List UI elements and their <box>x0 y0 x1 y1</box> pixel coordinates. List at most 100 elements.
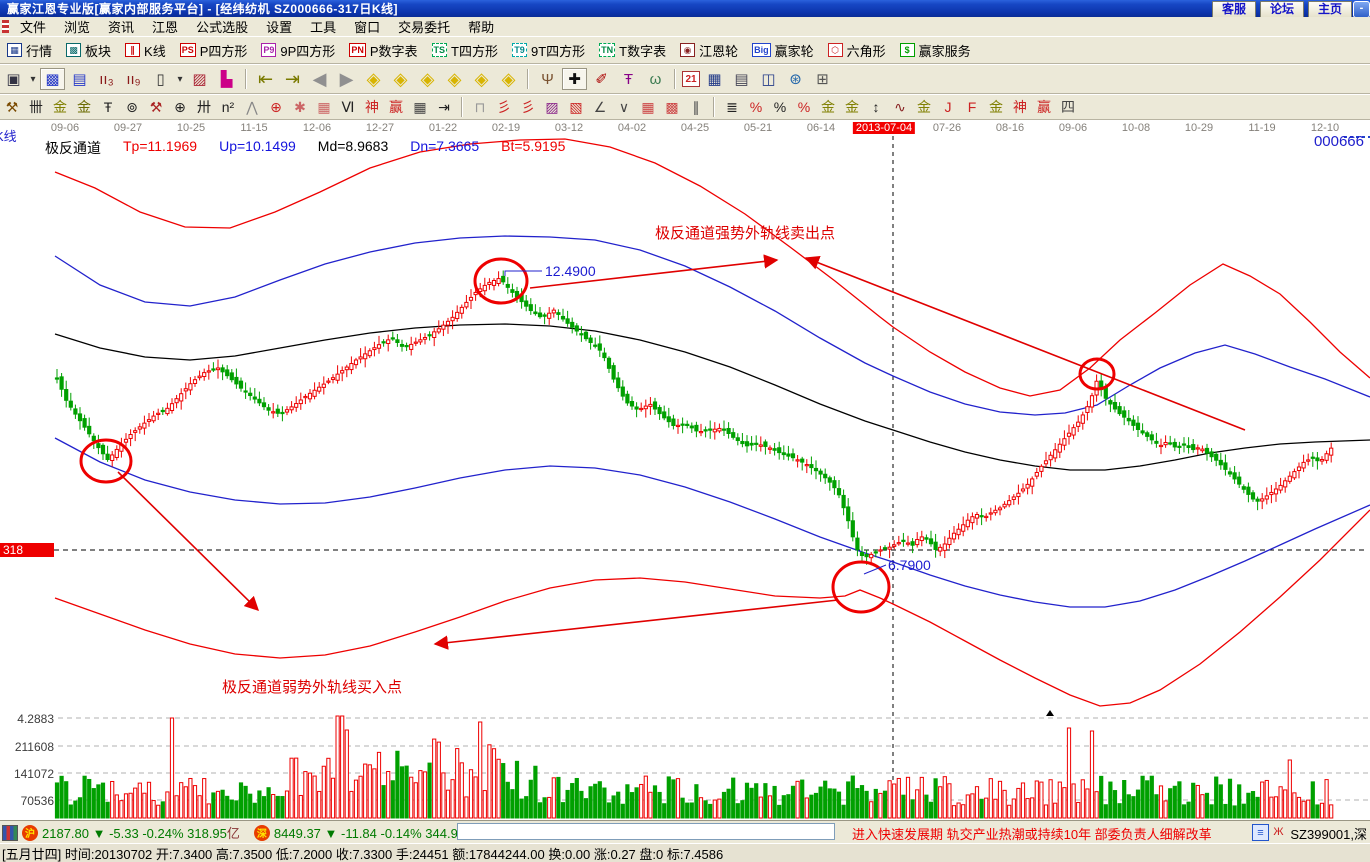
toolbar-icon[interactable]: ⊓ <box>469 97 491 117</box>
toolbar-icon[interactable]: ◫ <box>756 68 781 90</box>
toolbar-icon[interactable]: ▣ <box>1 68 26 90</box>
toolbar-icon[interactable]: ◈ <box>442 68 467 90</box>
toolbar-icon[interactable]: ∥ <box>685 97 707 117</box>
toolbar-icon[interactable]: ◈ <box>361 68 386 90</box>
toolbar-icon[interactable]: 神 <box>361 97 383 117</box>
toolbar-icon[interactable]: Ŧ <box>616 68 641 90</box>
toolbar-icon[interactable]: ↕ <box>865 97 887 117</box>
toolbar-icon[interactable]: 彡 <box>517 97 539 117</box>
toolbar-icon[interactable]: ▩ <box>40 68 65 90</box>
toolbar-icon[interactable]: ◈ <box>415 68 440 90</box>
toolbar-button[interactable]: ▦行情 <box>0 39 59 62</box>
minimize-button[interactable]: - <box>1353 1 1370 18</box>
menu-item[interactable]: 资讯 <box>99 16 143 37</box>
toolbar-icon[interactable]: ∨ <box>613 97 635 117</box>
menu-item[interactable]: 公式选股 <box>187 16 257 37</box>
news-ticker[interactable]: 进入快速发展期 轨交产业热潮或持续10年 部委负责人细解改革 <box>852 824 1260 843</box>
toolbar-icon[interactable]: ▨ <box>187 68 212 90</box>
toolbar-icon[interactable]: ▧ <box>565 97 587 117</box>
toolbar-icon[interactable]: 21 <box>682 71 700 87</box>
message-icon[interactable]: ≡ <box>1252 824 1269 841</box>
toolbar-icon[interactable]: ıı₃ <box>94 68 119 90</box>
toolbar-icon[interactable]: 金 <box>985 97 1007 117</box>
shanghai-index-quote[interactable]: 2187.80 ▼ -5.33 -0.24% 318.95亿 <box>42 823 240 842</box>
menu-item[interactable]: 窗口 <box>345 16 389 37</box>
menu-item[interactable]: 浏览 <box>55 16 99 37</box>
toolbar-icon[interactable]: 金 <box>49 97 71 117</box>
menu-item[interactable]: 江恩 <box>143 16 187 37</box>
index-code-label[interactable]: SZ399001,深 <box>1290 824 1367 843</box>
toolbar-icon[interactable]: ◈ <box>496 68 521 90</box>
toolbar-icon[interactable]: J <box>937 97 959 117</box>
toolbar-icon[interactable]: ▤ <box>67 68 92 90</box>
toolbar-icon[interactable]: 彡 <box>493 97 515 117</box>
toolbar-button[interactable]: ⬡六角形 <box>821 39 893 62</box>
menu-item[interactable]: 工具 <box>301 16 345 37</box>
toolbar-button[interactable]: ▩板块 <box>59 39 118 62</box>
kline-chart-area[interactable]: K线 000666 09-0609-2710-2511-1512-0612-27… <box>0 120 1370 820</box>
toolbar-icon[interactable]: ◀ <box>307 68 332 90</box>
toolbar-icon[interactable]: ▦ <box>409 97 431 117</box>
toolbar-icon[interactable]: ▙ <box>214 68 239 90</box>
shenzhen-index-quote[interactable]: 8449.37 ▼ -11.84 -0.14% 344.99亿 <box>274 823 478 842</box>
toolbar-icon[interactable]: 卅 <box>193 97 215 117</box>
toolbar-icon[interactable]: ⊞ <box>810 68 835 90</box>
toolbar-icon[interactable]: F <box>961 97 983 117</box>
toolbar-icon[interactable]: ▯ <box>148 68 173 90</box>
toolbar-icon[interactable]: ▨ <box>541 97 563 117</box>
toolbar-icon[interactable]: 金 <box>817 97 839 117</box>
toolbar-icon[interactable]: 赢 <box>1033 97 1055 117</box>
toolbar-icon[interactable]: ▾ <box>28 68 38 90</box>
menu-item[interactable]: 设置 <box>257 16 301 37</box>
toolbar-icon[interactable]: ∠ <box>589 97 611 117</box>
toolbar-icon[interactable]: ∿ <box>889 97 911 117</box>
toolbar-icon[interactable]: ⇥ <box>433 97 455 117</box>
toolbar-icon[interactable]: ▩ <box>661 97 683 117</box>
toolbar-icon[interactable]: ıı₉ <box>121 68 146 90</box>
toolbar-icon[interactable]: 赢 <box>385 97 407 117</box>
toolbar-button[interactable]: $赢家服务 <box>893 39 978 62</box>
titlebar-button-2[interactable]: 主页 <box>1308 1 1352 18</box>
toolbar-icon[interactable]: ◈ <box>469 68 494 90</box>
toolbar-icon[interactable]: 金 <box>841 97 863 117</box>
toolbar-icon[interactable]: % <box>793 97 815 117</box>
stock-code-input[interactable] <box>457 823 835 840</box>
titlebar-button-0[interactable]: 客服 <box>1212 1 1256 18</box>
menu-item[interactable]: 文件 <box>11 16 55 37</box>
menu-item[interactable]: 交易委托 <box>389 16 459 37</box>
toolbar-icon[interactable]: ◈ <box>388 68 413 90</box>
toolbar-icon[interactable]: ✐ <box>589 68 614 90</box>
toolbar-icon[interactable]: ⊛ <box>783 68 808 90</box>
toolbar-icon[interactable]: ⚒ <box>145 97 167 117</box>
toolbar-button[interactable]: ∥K线 <box>118 39 173 62</box>
toolbar-icon[interactable]: ≣ <box>721 97 743 117</box>
toolbar-icon[interactable]: ▦ <box>637 97 659 117</box>
toolbar-icon[interactable]: ⇥ <box>280 68 305 90</box>
toolbar-icon[interactable]: 神 <box>1009 97 1031 117</box>
toolbar-icon[interactable]: ⊕ <box>265 97 287 117</box>
menu-item[interactable]: 帮助 <box>459 16 503 37</box>
toolbar-icon[interactable]: ⇤ <box>253 68 278 90</box>
toolbar-icon[interactable]: 金 <box>913 97 935 117</box>
toolbar-button[interactable]: ◉江恩轮 <box>673 39 745 62</box>
toolbar-icon[interactable]: ▾ <box>175 68 185 90</box>
toolbar-icon[interactable]: ⋀ <box>241 97 263 117</box>
toolbar-icon[interactable]: ✱ <box>289 97 311 117</box>
toolbar-icon[interactable]: % <box>745 97 767 117</box>
toolbar-icon[interactable]: ▤ <box>729 68 754 90</box>
toolbar-icon[interactable]: Ψ <box>535 68 560 90</box>
toolbar-icon[interactable]: ▦ <box>702 68 727 90</box>
toolbar-icon[interactable]: ω <box>643 68 668 90</box>
toolbar-icon[interactable]: 卌 <box>25 97 47 117</box>
titlebar-button-1[interactable]: 论坛 <box>1260 1 1304 18</box>
toolbar-icon[interactable]: Ŧ <box>97 97 119 117</box>
toolbar-icon[interactable]: ⊚ <box>121 97 143 117</box>
toolbar-icon[interactable]: Ⅵ <box>337 97 359 117</box>
